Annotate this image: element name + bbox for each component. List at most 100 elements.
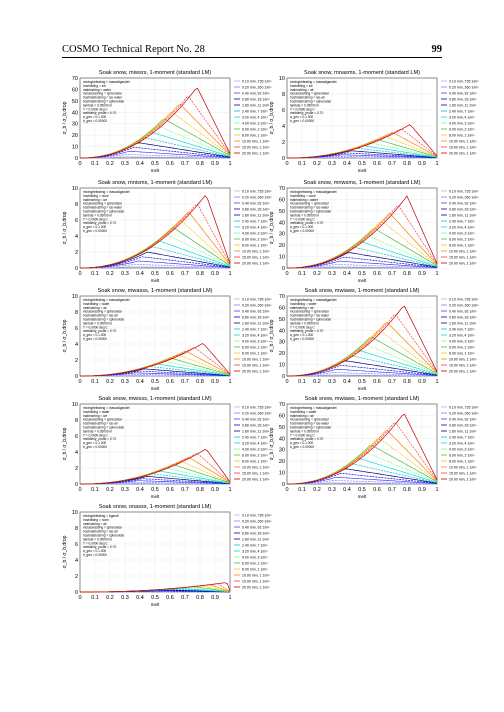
- param-line: meltdimly_prude = 0.70: [290, 329, 323, 333]
- legend-label: 20.00 mm, 1 1/m³: [242, 261, 270, 265]
- x-axis-label: melt: [358, 278, 367, 283]
- x-axis-label: melt: [151, 602, 160, 607]
- y-tick-label: 60: [279, 305, 285, 311]
- param-line: hostmatrixstring = ice-air: [83, 422, 119, 426]
- y-tick-label: 10: [72, 294, 78, 300]
- param-line: T = 0.0000 deg C: [290, 433, 315, 437]
- legend-label: 20.00 mm, 1 1/m³: [242, 369, 270, 373]
- legend-label: 0.80 mm, 33 1/m³: [242, 423, 270, 427]
- y-tick-label: 10: [72, 510, 78, 516]
- y-tick-label: 8: [75, 418, 78, 424]
- legend-label: 0.40 mm, 92 1/m³: [449, 201, 477, 205]
- plot-panel: Soak snow, mwiaws, 1-moment (standard LM…: [267, 392, 479, 504]
- chart-svg: Soak snow, miwsrs, 1-moment (standard LM…: [62, 70, 272, 173]
- x-tick-label: 0.2: [313, 487, 321, 493]
- chart-svg: Soak snow, mnasms, 1-moment (standard LM…: [269, 70, 479, 173]
- legend-label: 0.40 mm, 92 1/m³: [242, 309, 270, 313]
- x-tick-label: 1: [435, 161, 438, 167]
- x-tick-label: 0.8: [403, 487, 411, 493]
- x-tick-label: 0: [285, 161, 288, 167]
- panel-title: Soak snow, mwisss, 1-moment (standard LM…: [98, 396, 211, 402]
- param-line: meltdimly_prude = 0.70: [83, 111, 116, 115]
- param-line: a_geo = 0.1.000: [83, 225, 106, 229]
- param-line: hostmatrixstring = ice-water: [290, 206, 330, 210]
- x-tick-label: 0.4: [343, 379, 351, 385]
- series-line: [80, 195, 231, 269]
- x-axis-label: melt: [151, 168, 160, 173]
- x-tick-label: 0.4: [343, 487, 351, 493]
- param-line: hostmatrixstring = spheroidal: [83, 210, 124, 214]
- x-axis-label: melt: [151, 278, 160, 283]
- series-line: [80, 582, 231, 593]
- x-tick-label: 1: [435, 487, 438, 493]
- legend-label: 0.20 mm, 260 1/m³: [449, 85, 479, 89]
- legend-label: 0.10 mm, 735 1/m³: [242, 79, 272, 83]
- x-tick-label: 0.8: [196, 271, 204, 277]
- series-line: [287, 368, 438, 377]
- param-line: meltdimly_prude = 0.70: [290, 111, 323, 115]
- chart-svg: Soak snow, mwasss, 1-moment (standard LM…: [62, 288, 272, 391]
- y-tick-label: 70: [279, 186, 285, 192]
- legend-label: 3.20 mm, 4 1/m³: [242, 333, 268, 337]
- panel-title: Soak snow, mwasss, 1-moment (standard LM…: [97, 288, 212, 294]
- legend-label: 0.20 mm, 260 1/m³: [242, 85, 272, 89]
- param-line: meltdimly_prude = 0.70: [83, 221, 116, 225]
- y-tick-label: 2: [75, 358, 78, 364]
- legend-label: 3.20 mm, 4 1/m³: [449, 115, 475, 119]
- y-tick-label: 8: [75, 526, 78, 532]
- plot-panel: Soak snow, mwasss, 1-moment (standard LM…: [60, 284, 272, 396]
- param-line: meltdimly_prude = 0.70: [290, 437, 323, 441]
- legend-label: 6.00 mm, 2 1/m³: [242, 561, 268, 565]
- series-line: [287, 124, 438, 159]
- legend-label: 8.00 mm, 1 1/m³: [449, 459, 475, 463]
- legend-label: 0.10 mm, 735 1/m³: [242, 297, 272, 301]
- param-line: hostniltiing = water: [83, 410, 110, 414]
- x-tick-label: 0.4: [136, 379, 144, 385]
- y-tick-label: 6: [75, 218, 78, 224]
- series-line: [80, 343, 231, 377]
- y-tick-label: 10: [72, 402, 78, 408]
- chart-svg: Soak snow, mwiaws, 1-moment (standard LM…: [269, 288, 479, 391]
- x-tick-label: 0.2: [313, 161, 321, 167]
- x-tick-label: 1: [228, 487, 231, 493]
- param-line: hostmatrixstring = ice-air: [290, 96, 326, 100]
- x-axis-label: melt: [358, 386, 367, 391]
- param-line: lambda = 0.05000 m: [83, 429, 112, 433]
- y-tick-label: 70: [279, 294, 285, 300]
- y-tick-label: 30: [279, 448, 285, 454]
- legend-label: 0.40 mm, 92 1/m³: [449, 417, 477, 421]
- legend-label: 2.40 mm, 7 1/m³: [449, 219, 475, 223]
- x-tick-label: 0.1: [91, 161, 99, 167]
- param-line: b_geo = 0.00000: [290, 445, 314, 449]
- legend-label: 15.00 mm, 1 1/m³: [449, 471, 477, 475]
- x-tick-label: 0.7: [388, 271, 396, 277]
- legend-label: 6.00 mm, 2 1/m³: [242, 345, 268, 349]
- x-tick-label: 0: [285, 487, 288, 493]
- legend-label: 6.00 mm, 2 1/m³: [449, 127, 475, 131]
- param-line: matrixstring = air: [83, 306, 108, 310]
- x-tick-label: 0.1: [91, 487, 99, 493]
- param-line: inclusionstring = spheroidal: [290, 202, 329, 206]
- legend-label: 6.00 mm, 2 1/m³: [449, 237, 475, 241]
- x-tick-label: 0.3: [328, 379, 336, 385]
- legend-label: 0.10 mm, 735 1/m³: [242, 189, 272, 193]
- param-line: mixingbefeating = massaligandet: [290, 190, 337, 194]
- legend-label: 0.20 mm, 260 1/m³: [449, 195, 479, 199]
- x-tick-label: 0.3: [121, 379, 129, 385]
- legend-label: 6.00 mm, 2 1/m³: [242, 453, 268, 457]
- y-tick-label: 0: [282, 482, 285, 488]
- y-tick-label: 60: [279, 413, 285, 419]
- x-tick-label: 0.1: [298, 379, 306, 385]
- legend-label: 0.10 mm, 735 1/m³: [449, 79, 479, 83]
- x-tick-label: 0.4: [136, 161, 144, 167]
- param-line: lambda = 0.05000 m: [290, 429, 319, 433]
- y-tick-label: 6: [75, 326, 78, 332]
- param-line: hostniltiing = none: [83, 518, 109, 522]
- legend-label: 0.40 mm, 92 1/m³: [449, 309, 477, 313]
- series-line: [287, 374, 437, 377]
- legend-label: 8.00 mm, 1 1/m³: [242, 133, 268, 137]
- legend-label: 10.00 mm, 1 1/m³: [242, 573, 270, 577]
- y-tick-label: 0: [75, 482, 78, 488]
- legend-label: 20.00 mm, 1 1/m³: [242, 585, 270, 589]
- series-line: [80, 448, 231, 485]
